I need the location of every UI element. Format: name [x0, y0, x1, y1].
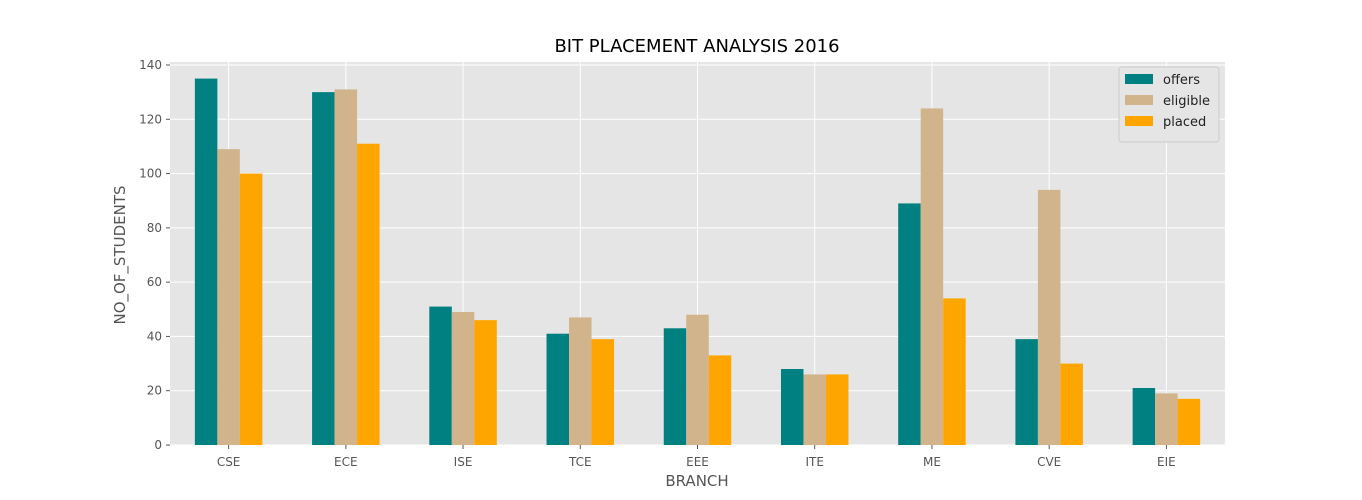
y-axis-label: NO_OF_STUDENTS [111, 185, 130, 324]
x-tick-label: ITE [805, 455, 823, 469]
x-tick-label: CVE [1037, 455, 1061, 469]
bar-offers-cve [1015, 339, 1038, 445]
y-tick-label: 80 [147, 221, 162, 235]
bar-eligible-me [920, 108, 944, 445]
bar-placed-ise [474, 320, 497, 445]
bar-eligible-ite [803, 374, 826, 445]
y-tick-label: 140 [139, 58, 162, 72]
bar-offers-ise [429, 306, 452, 445]
x-tick-label: ECE [334, 455, 358, 469]
y-tick-label: 100 [139, 167, 162, 181]
bar-eligible-ise [451, 312, 475, 445]
legend-swatch-eligible [1125, 95, 1153, 105]
bar-eligible-cse [217, 149, 240, 445]
y-tick-label: 40 [147, 329, 162, 343]
legend-swatch-offers [1125, 74, 1153, 84]
legend-label-offers: offers [1163, 73, 1200, 88]
x-tick-label: ME [923, 455, 941, 469]
bar-offers-eee [663, 328, 687, 445]
bar-placed-ece [357, 143, 380, 445]
x-tick-label: ISE [454, 455, 473, 469]
chart-title: BIT PLACEMENT ANALYSIS 2016 [554, 36, 839, 57]
x-tick-label: TCE [568, 455, 592, 469]
bar-offers-eie [1132, 388, 1156, 445]
legend-swatch-placed [1125, 116, 1153, 126]
bar-eligible-ece [334, 89, 358, 445]
x-tick-label: CSE [217, 455, 241, 469]
bar-placed-ite [825, 374, 849, 445]
bar-placed-cse [239, 173, 263, 446]
bar-offers-ite [780, 369, 804, 445]
y-tick-label: 20 [147, 384, 162, 398]
bar-eligible-cve [1037, 189, 1061, 445]
y-tick-label: 0 [154, 438, 162, 452]
y-tick-label: 120 [139, 112, 162, 126]
bar-placed-me [943, 298, 966, 445]
bar-eligible-eee [686, 314, 709, 445]
y-tick-label: 60 [147, 275, 162, 289]
bar-eligible-eie [1155, 393, 1178, 445]
legend-label-placed: placed [1163, 115, 1206, 130]
bar-placed-cve [1060, 363, 1083, 445]
bar-offers-ece [312, 92, 335, 446]
x-tick-label: EIE [1157, 455, 1176, 469]
x-axis-label: BRANCH [665, 472, 728, 490]
bar-placed-tce [591, 339, 615, 445]
legend-label-eligible: eligible [1163, 94, 1210, 109]
bar-offers-tce [546, 333, 570, 445]
x-tick-label: EEE [686, 455, 709, 469]
bar-offers-me [898, 203, 921, 445]
bar-eligible-tce [569, 317, 592, 445]
bar-offers-cse [194, 78, 218, 446]
bar-placed-eee [708, 355, 732, 445]
bar-placed-eie [1177, 398, 1201, 445]
